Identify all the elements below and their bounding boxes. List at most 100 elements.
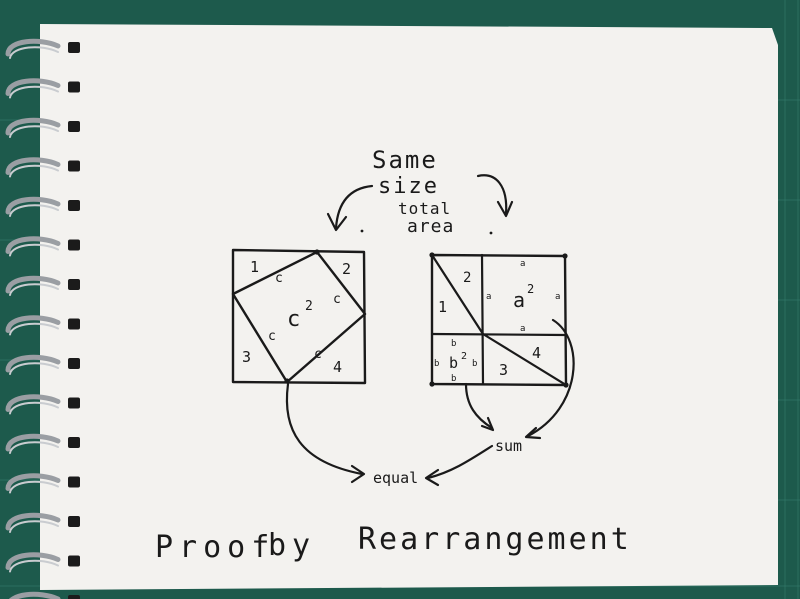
proof-word-3: Rearrangement bbox=[358, 522, 632, 557]
equal-label: equal bbox=[373, 469, 418, 487]
right-small-b: b bbox=[451, 339, 456, 349]
right-square-diagram bbox=[429, 252, 569, 388]
note-word-area: area bbox=[407, 216, 454, 237]
spiral-ring-highlight bbox=[9, 559, 59, 573]
left-region-2: 2 bbox=[342, 260, 351, 278]
right-small-b: b bbox=[434, 359, 439, 369]
spiral-ring bbox=[5, 552, 61, 570]
spiral-ring-highlight bbox=[9, 520, 59, 533]
right-horizontal-divider bbox=[430, 332, 567, 337]
spiral-hole bbox=[68, 358, 80, 369]
spiral-hole bbox=[68, 318, 80, 330]
sum-label: sum bbox=[495, 437, 522, 455]
spiral-ring-highlight bbox=[9, 125, 59, 138]
spiral-hole bbox=[68, 200, 80, 211]
left-side-label: c bbox=[275, 271, 283, 286]
notebook-page bbox=[40, 24, 778, 590]
right-small-a: a bbox=[486, 292, 491, 302]
arrow-b2-to-sum bbox=[464, 382, 494, 430]
right-small-a: a bbox=[555, 292, 560, 302]
pen-dot bbox=[360, 229, 364, 233]
left-side-label: c bbox=[314, 347, 322, 362]
spiral-ring-highlight bbox=[9, 164, 59, 178]
right-corner-dot bbox=[563, 382, 569, 388]
arrowhead-a2 bbox=[524, 426, 542, 440]
right-a-squared: a bbox=[513, 288, 525, 312]
right-corner-dot bbox=[562, 253, 568, 259]
spiral-hole bbox=[68, 239, 80, 251]
note-word-same: Same bbox=[372, 146, 438, 174]
spiral-ring bbox=[5, 315, 61, 333]
spiral-binding bbox=[5, 38, 80, 599]
right-region-1: 1 bbox=[438, 298, 447, 316]
left-side-label: c bbox=[333, 292, 341, 307]
arrows bbox=[285, 174, 575, 487]
note-word-size: size bbox=[378, 174, 439, 199]
spiral-hole bbox=[68, 279, 80, 290]
spiral-ring-highlight bbox=[9, 46, 59, 59]
spiral-ring-highlight bbox=[9, 441, 59, 454]
spiral-hole bbox=[68, 160, 80, 172]
left-region-4: 4 bbox=[333, 358, 342, 376]
right-corner-dot bbox=[429, 381, 435, 387]
spiral-ring bbox=[5, 512, 61, 531]
spiral-ring bbox=[5, 354, 61, 373]
spiral-hole bbox=[68, 121, 80, 132]
arrow-sum-to-equal bbox=[426, 444, 494, 480]
right-small-b: b bbox=[472, 359, 477, 369]
spiral-ring bbox=[9, 591, 61, 599]
right-small-a: a bbox=[520, 259, 525, 269]
spiral-hole bbox=[68, 437, 80, 448]
spiral-hole bbox=[68, 476, 80, 488]
spiral-ring bbox=[5, 275, 61, 294]
spiral-hole bbox=[68, 595, 80, 599]
right-a-exponent: 2 bbox=[527, 282, 534, 296]
spiral-ring bbox=[5, 157, 61, 175]
spiral-ring bbox=[5, 78, 61, 96]
spiral-ring bbox=[5, 38, 61, 57]
left-vertex-dot bbox=[284, 378, 290, 384]
left-center-c: c bbox=[287, 307, 300, 332]
right-region-3: 3 bbox=[499, 361, 508, 379]
spiral-ring bbox=[5, 117, 61, 136]
spiral-ring bbox=[5, 394, 61, 412]
arrow-curve-right bbox=[476, 174, 508, 216]
left-center-exponent: 2 bbox=[305, 299, 313, 314]
spiral-ring-highlight bbox=[9, 243, 59, 257]
spiral-ring-highlight bbox=[9, 401, 59, 415]
spiral-ring-highlight bbox=[9, 283, 59, 296]
arrowhead-equal-right bbox=[424, 468, 440, 487]
spiral-hole bbox=[68, 516, 80, 527]
arrowhead-right bbox=[496, 200, 514, 218]
spiral-hole bbox=[68, 42, 80, 53]
left-vertex-dot bbox=[314, 249, 320, 255]
left-square-diagram bbox=[231, 248, 367, 385]
arrowhead-left bbox=[326, 212, 348, 232]
proof-word-1: Proof bbox=[155, 530, 275, 565]
spiral-ring-highlight bbox=[9, 204, 59, 217]
spiral-ring-highlight bbox=[9, 85, 59, 99]
right-diagonal-top bbox=[430, 253, 485, 336]
arrowhead-equal-left bbox=[350, 464, 366, 484]
spiral-ring bbox=[5, 236, 61, 254]
proof-word-2: by bbox=[268, 528, 316, 563]
spiral-ring-highlight bbox=[9, 362, 59, 375]
spiral-ring bbox=[5, 196, 61, 215]
spiral-hole bbox=[68, 397, 80, 409]
right-corner-dot bbox=[429, 252, 435, 258]
left-inner-tilted-square bbox=[231, 250, 367, 384]
right-small-b: b bbox=[451, 374, 456, 384]
note-word-total: total bbox=[398, 199, 451, 218]
pen-dot bbox=[489, 231, 493, 235]
left-side-label: c bbox=[268, 329, 276, 344]
spiral-ring-highlight bbox=[9, 480, 59, 494]
right-vertical-divider bbox=[480, 253, 485, 386]
right-b-exponent: 2 bbox=[461, 351, 467, 362]
left-outer-square bbox=[231, 248, 367, 385]
arrow-left-to-equal bbox=[285, 382, 364, 476]
right-region-4: 4 bbox=[532, 344, 541, 362]
spiral-ring-highlight bbox=[9, 322, 59, 336]
arrowhead-b2 bbox=[480, 416, 495, 432]
arrow-a2-to-sum bbox=[526, 318, 575, 438]
